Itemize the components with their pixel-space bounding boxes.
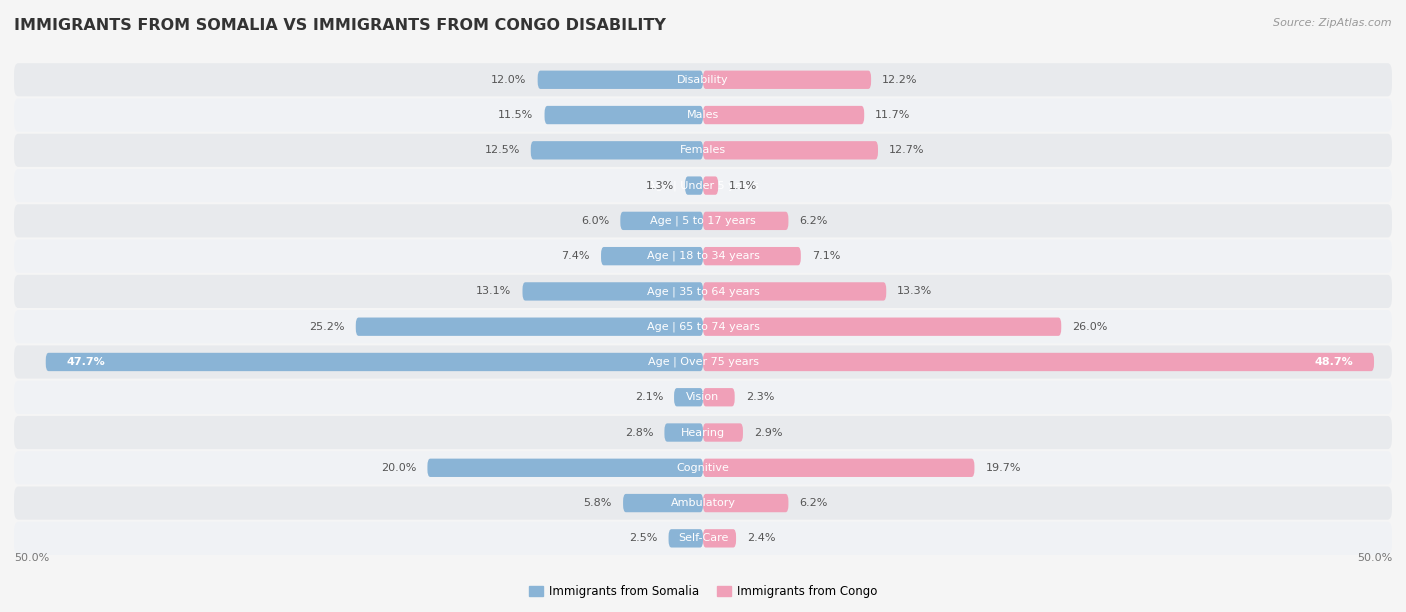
FancyBboxPatch shape: [703, 318, 1062, 336]
FancyBboxPatch shape: [703, 388, 735, 406]
Text: Age | Under 5 years: Age | Under 5 years: [648, 181, 758, 191]
Text: 12.0%: 12.0%: [491, 75, 527, 85]
Text: Age | 65 to 74 years: Age | 65 to 74 years: [647, 321, 759, 332]
Text: 2.4%: 2.4%: [747, 533, 776, 543]
FancyBboxPatch shape: [14, 169, 1392, 202]
FancyBboxPatch shape: [14, 345, 1392, 379]
FancyBboxPatch shape: [703, 282, 886, 300]
FancyBboxPatch shape: [703, 212, 789, 230]
Text: 20.0%: 20.0%: [381, 463, 416, 473]
FancyBboxPatch shape: [673, 388, 703, 406]
Text: 5.8%: 5.8%: [583, 498, 612, 508]
Text: 6.2%: 6.2%: [800, 498, 828, 508]
Text: Females: Females: [681, 145, 725, 155]
Text: 12.7%: 12.7%: [889, 145, 925, 155]
Text: 2.9%: 2.9%: [754, 428, 783, 438]
FancyBboxPatch shape: [14, 451, 1392, 484]
Text: Vision: Vision: [686, 392, 720, 402]
Text: Disability: Disability: [678, 75, 728, 85]
Text: 50.0%: 50.0%: [14, 553, 49, 563]
FancyBboxPatch shape: [427, 458, 703, 477]
Text: Hearing: Hearing: [681, 428, 725, 438]
Text: 50.0%: 50.0%: [1357, 553, 1392, 563]
Text: 25.2%: 25.2%: [309, 322, 344, 332]
Text: IMMIGRANTS FROM SOMALIA VS IMMIGRANTS FROM CONGO DISABILITY: IMMIGRANTS FROM SOMALIA VS IMMIGRANTS FR…: [14, 18, 666, 34]
Text: Cognitive: Cognitive: [676, 463, 730, 473]
Text: 1.1%: 1.1%: [730, 181, 758, 190]
FancyBboxPatch shape: [703, 106, 865, 124]
Legend: Immigrants from Somalia, Immigrants from Congo: Immigrants from Somalia, Immigrants from…: [524, 580, 882, 603]
Text: Age | 18 to 34 years: Age | 18 to 34 years: [647, 251, 759, 261]
FancyBboxPatch shape: [14, 204, 1392, 237]
FancyBboxPatch shape: [703, 70, 872, 89]
FancyBboxPatch shape: [703, 424, 742, 442]
Text: Age | 5 to 17 years: Age | 5 to 17 years: [650, 215, 756, 226]
FancyBboxPatch shape: [600, 247, 703, 266]
FancyBboxPatch shape: [703, 176, 718, 195]
FancyBboxPatch shape: [14, 63, 1392, 96]
FancyBboxPatch shape: [14, 134, 1392, 167]
FancyBboxPatch shape: [537, 70, 703, 89]
FancyBboxPatch shape: [14, 416, 1392, 449]
FancyBboxPatch shape: [623, 494, 703, 512]
Text: 7.4%: 7.4%: [561, 251, 591, 261]
FancyBboxPatch shape: [356, 318, 703, 336]
Text: 19.7%: 19.7%: [986, 463, 1021, 473]
Text: Age | Over 75 years: Age | Over 75 years: [648, 357, 758, 367]
Text: 2.1%: 2.1%: [634, 392, 664, 402]
FancyBboxPatch shape: [665, 424, 703, 442]
FancyBboxPatch shape: [14, 522, 1392, 555]
FancyBboxPatch shape: [620, 212, 703, 230]
FancyBboxPatch shape: [544, 106, 703, 124]
Text: Males: Males: [688, 110, 718, 120]
Text: 11.7%: 11.7%: [875, 110, 911, 120]
Text: 13.1%: 13.1%: [477, 286, 512, 296]
Text: 47.7%: 47.7%: [66, 357, 105, 367]
Text: Age | 35 to 64 years: Age | 35 to 64 years: [647, 286, 759, 297]
FancyBboxPatch shape: [14, 239, 1392, 273]
FancyBboxPatch shape: [685, 176, 703, 195]
Text: 26.0%: 26.0%: [1073, 322, 1108, 332]
Text: 11.5%: 11.5%: [498, 110, 533, 120]
Text: 7.1%: 7.1%: [811, 251, 841, 261]
Text: 1.3%: 1.3%: [645, 181, 673, 190]
Text: Source: ZipAtlas.com: Source: ZipAtlas.com: [1274, 18, 1392, 28]
FancyBboxPatch shape: [703, 529, 737, 548]
Text: Self-Care: Self-Care: [678, 533, 728, 543]
Text: 2.8%: 2.8%: [624, 428, 654, 438]
FancyBboxPatch shape: [531, 141, 703, 160]
FancyBboxPatch shape: [14, 99, 1392, 132]
FancyBboxPatch shape: [703, 247, 801, 266]
Text: 13.3%: 13.3%: [897, 286, 932, 296]
FancyBboxPatch shape: [46, 353, 703, 371]
FancyBboxPatch shape: [14, 487, 1392, 520]
FancyBboxPatch shape: [669, 529, 703, 548]
FancyBboxPatch shape: [14, 381, 1392, 414]
FancyBboxPatch shape: [703, 494, 789, 512]
FancyBboxPatch shape: [703, 353, 1374, 371]
Text: Ambulatory: Ambulatory: [671, 498, 735, 508]
Text: 6.2%: 6.2%: [800, 216, 828, 226]
Text: 2.3%: 2.3%: [745, 392, 775, 402]
Text: 6.0%: 6.0%: [581, 216, 609, 226]
FancyBboxPatch shape: [703, 141, 877, 160]
FancyBboxPatch shape: [14, 275, 1392, 308]
FancyBboxPatch shape: [703, 458, 974, 477]
Text: 48.7%: 48.7%: [1315, 357, 1354, 367]
Text: 2.5%: 2.5%: [628, 533, 658, 543]
Text: 12.5%: 12.5%: [484, 145, 520, 155]
FancyBboxPatch shape: [14, 310, 1392, 343]
Text: 12.2%: 12.2%: [882, 75, 918, 85]
FancyBboxPatch shape: [523, 282, 703, 300]
